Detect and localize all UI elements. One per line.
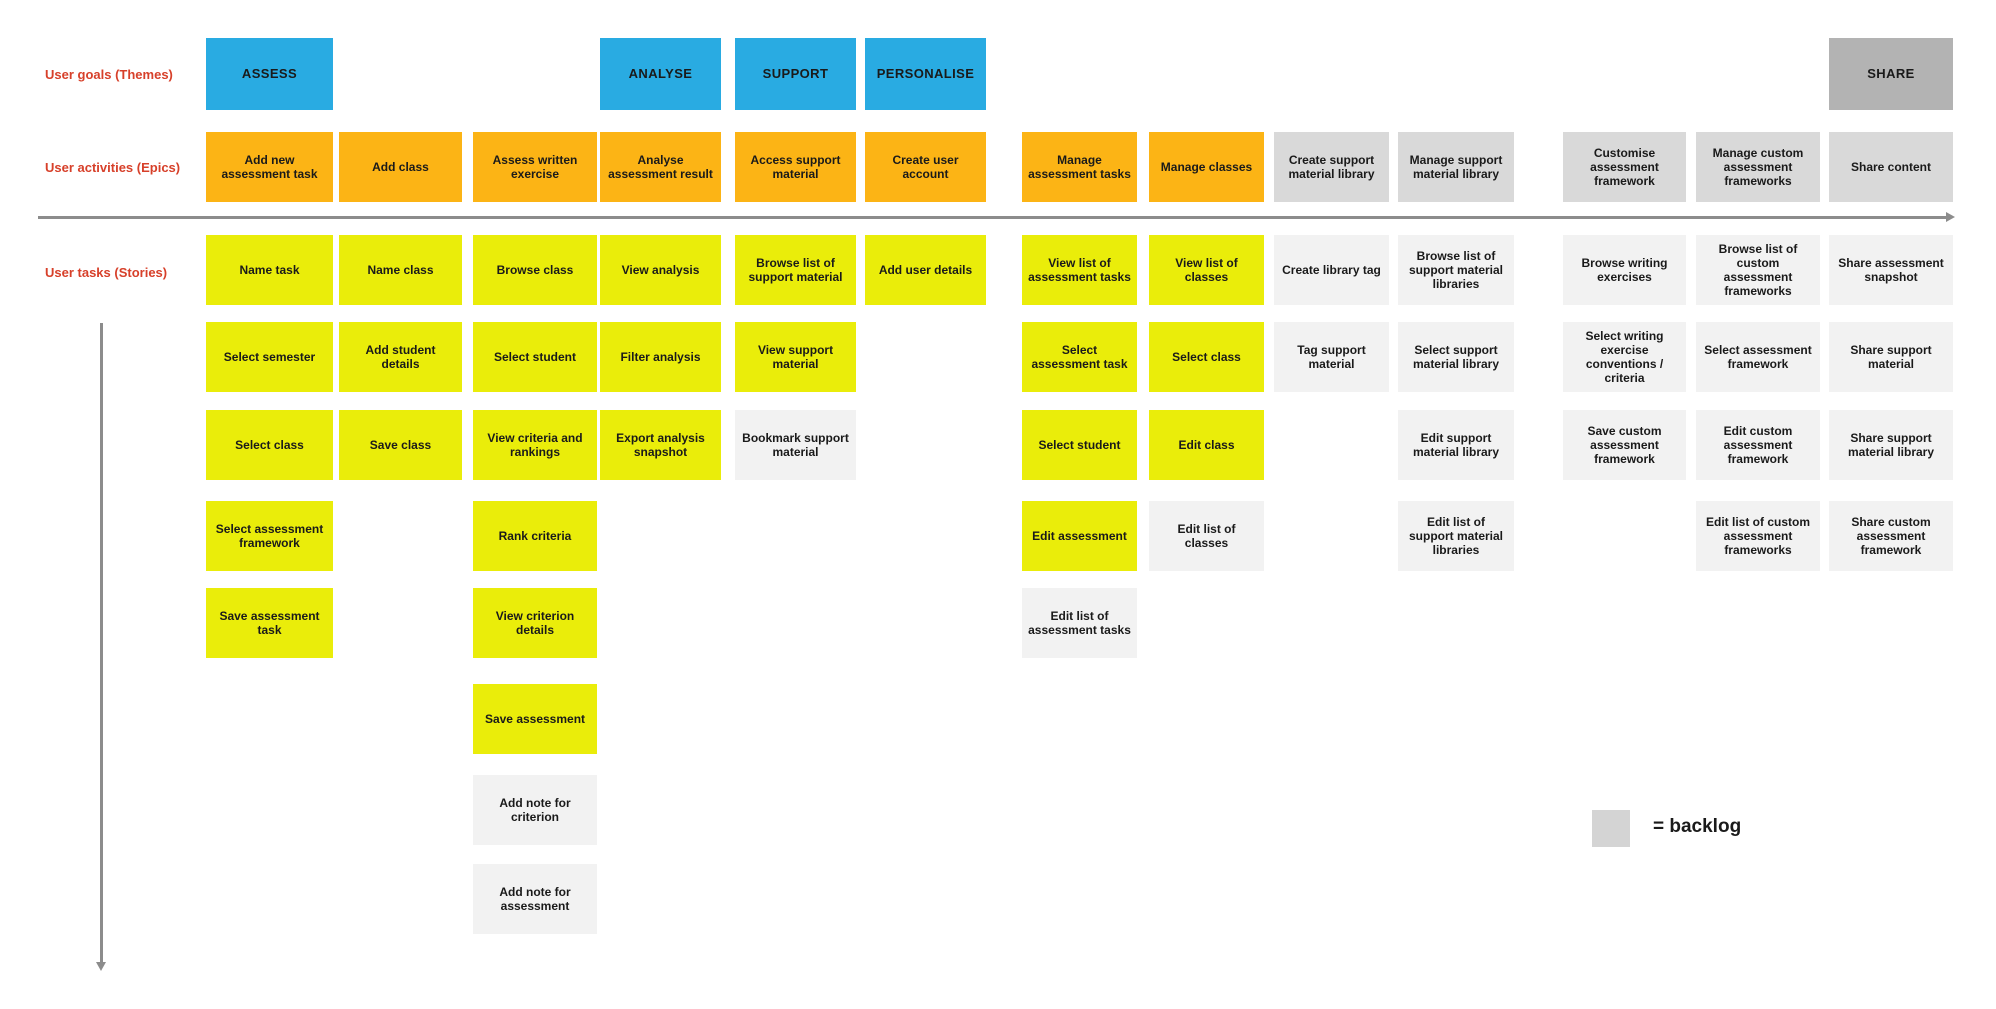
epic-note: Manage support material library xyxy=(1398,132,1514,202)
story-note: Select semester xyxy=(206,322,333,392)
story-note: Add user details xyxy=(865,235,986,305)
story-note: Add note for criterion xyxy=(473,775,597,845)
story-note: Edit class xyxy=(1149,410,1264,480)
story-note: View list of assessment tasks xyxy=(1022,235,1137,305)
story-note: Bookmark support material xyxy=(735,410,856,480)
epic-note: Manage classes xyxy=(1149,132,1264,202)
story-note: Tag support material xyxy=(1274,322,1389,392)
story-note: Share custom assessment framework xyxy=(1829,501,1953,571)
row-label-user-tasks: User tasks (Stories) xyxy=(45,265,168,280)
epic-note: Manage assessment tasks xyxy=(1022,132,1137,202)
story-note: Add student details xyxy=(339,322,462,392)
epic-note: Create support material library xyxy=(1274,132,1389,202)
story-note: View analysis xyxy=(600,235,721,305)
story-note: View support material xyxy=(735,322,856,392)
story-note: Browse writing exercises xyxy=(1563,235,1686,305)
story-note: Export analysis snapshot xyxy=(600,410,721,480)
story-note: View list of classes xyxy=(1149,235,1264,305)
story-note: Save class xyxy=(339,410,462,480)
story-note: View criterion details xyxy=(473,588,597,658)
story-note: Select class xyxy=(206,410,333,480)
story-note: Name class xyxy=(339,235,462,305)
epic-note: Analyse assessment result xyxy=(600,132,721,202)
story-note: Browse list of support material librarie… xyxy=(1398,235,1514,305)
epic-note: Manage custom assessment frameworks xyxy=(1696,132,1820,202)
story-note: Edit list of support material libraries xyxy=(1398,501,1514,571)
story-note: Browse list of custom assessment framewo… xyxy=(1696,235,1820,305)
story-note: Select support material library xyxy=(1398,322,1514,392)
goal-note: SUPPORT xyxy=(735,38,856,110)
epic-note: Customise assessment framework xyxy=(1563,132,1686,202)
story-note: Add note for assessment xyxy=(473,864,597,934)
story-note: Filter analysis xyxy=(600,322,721,392)
epic-note: Create user account xyxy=(865,132,986,202)
goal-note: PERSONALISE xyxy=(865,38,986,110)
epic-note: Add new assessment task xyxy=(206,132,333,202)
story-note: Share assessment snapshot xyxy=(1829,235,1953,305)
story-note: Select writing exercise conventions / cr… xyxy=(1563,322,1686,392)
story-note: View criteria and rankings xyxy=(473,410,597,480)
story-note: Name task xyxy=(206,235,333,305)
story-note: Edit list of classes xyxy=(1149,501,1264,571)
story-note: Create library tag xyxy=(1274,235,1389,305)
story-note: Save assessment task xyxy=(206,588,333,658)
story-note: Edit list of assessment tasks xyxy=(1022,588,1137,658)
legend-backlog-label: = backlog xyxy=(1653,816,1742,837)
story-note: Edit list of custom assessment framework… xyxy=(1696,501,1820,571)
story-note: Select class xyxy=(1149,322,1264,392)
story-note: Select student xyxy=(1022,410,1137,480)
story-note: Select assessment framework xyxy=(1696,322,1820,392)
epic-note: Access support material xyxy=(735,132,856,202)
priority-axis-arrow-icon xyxy=(96,962,106,971)
row-label-user-goals: User goals (Themes) xyxy=(45,67,173,82)
story-note: Share support material xyxy=(1829,322,1953,392)
story-note: Save custom assessment framework xyxy=(1563,410,1686,480)
epic-note: Share content xyxy=(1829,132,1953,202)
goal-note: SHARE xyxy=(1829,38,1953,110)
story-note: Edit custom assessment framework xyxy=(1696,410,1820,480)
story-note: Rank criteria xyxy=(473,501,597,571)
row-label-user-activities: User activities (Epics) xyxy=(45,160,181,175)
story-note: Select student xyxy=(473,322,597,392)
story-note: Share support material library xyxy=(1829,410,1953,480)
epic-note: Assess written exercise xyxy=(473,132,597,202)
story-note: Select assessment task xyxy=(1022,322,1137,392)
epic-note: Add class xyxy=(339,132,462,202)
timeline-axis-arrow-icon xyxy=(1946,212,1955,222)
story-note: Save assessment xyxy=(473,684,597,754)
timeline-axis-line xyxy=(38,216,1946,219)
story-note: Browse class xyxy=(473,235,597,305)
goal-note: ASSESS xyxy=(206,38,333,110)
priority-axis-line xyxy=(100,323,103,963)
legend-backlog-swatch xyxy=(1592,810,1630,847)
story-note: Select assessment framework xyxy=(206,501,333,571)
goal-note: ANALYSE xyxy=(600,38,721,110)
story-note: Edit support material library xyxy=(1398,410,1514,480)
story-note: Browse list of support material xyxy=(735,235,856,305)
story-note: Edit assessment xyxy=(1022,501,1137,571)
